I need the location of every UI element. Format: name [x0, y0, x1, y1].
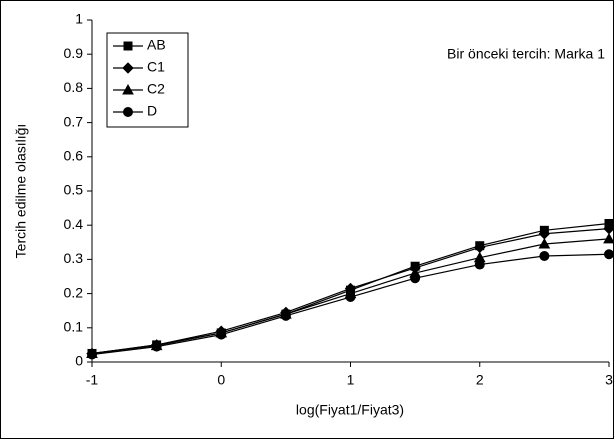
marker [122, 83, 134, 95]
y-tick-label: 0.9 [64, 45, 84, 61]
marker [345, 292, 356, 303]
y-tick-label: 0.2 [64, 284, 84, 300]
marker [539, 250, 550, 261]
y-tick-label: 0.6 [64, 148, 84, 164]
x-tick-label: -1 [86, 372, 99, 388]
marker [122, 62, 134, 74]
marker [216, 329, 227, 340]
y-tick-label: 0 [75, 353, 83, 369]
marker [604, 249, 614, 260]
y-tick-label: 0.7 [64, 113, 84, 129]
marker [603, 232, 614, 244]
marker [474, 259, 485, 270]
x-axis-label: log(Fiyat1/Fiyat3) [296, 402, 404, 418]
marker [280, 310, 291, 321]
x-tick-label: 0 [217, 372, 225, 388]
y-tick-label: 0.3 [64, 250, 84, 266]
y-tick-label: 0.5 [64, 182, 84, 198]
x-tick-label: 2 [476, 372, 484, 388]
y-tick-label: 0.8 [64, 79, 84, 95]
legend-box [106, 32, 189, 128]
x-tick-label: 1 [347, 372, 355, 388]
legend-label: D [147, 103, 157, 119]
legend-label: AB [147, 37, 166, 53]
marker [538, 237, 551, 249]
x-tick-label: 3 [605, 372, 613, 388]
marker [123, 107, 133, 117]
annotation: Bir önceki tercih: Marka 1 [447, 46, 605, 62]
legend-label: C1 [147, 59, 165, 75]
marker [123, 41, 133, 51]
legend-label: C2 [147, 81, 165, 97]
y-tick-label: 0.4 [64, 216, 84, 232]
y-axis-label: Tercih edilme olasılığı [13, 124, 29, 259]
y-tick-label: 1 [75, 11, 83, 27]
y-tick-label: 0.1 [64, 319, 84, 335]
marker [151, 341, 162, 352]
marker [410, 273, 421, 284]
marker [87, 349, 97, 360]
